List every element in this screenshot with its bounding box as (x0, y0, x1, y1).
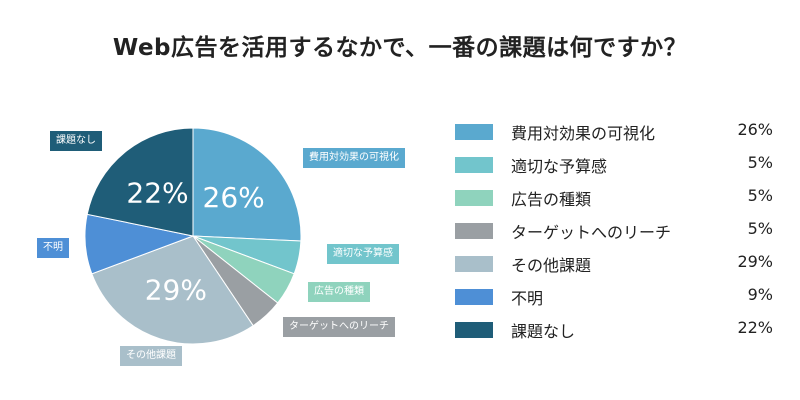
slice-value-label: 29% (145, 273, 207, 306)
legend-label: ターゲットへのリーチ (511, 223, 672, 242)
legend-item: 広告の種類 5% (455, 184, 785, 217)
legend-item: 費用対効果の可視化 26% (455, 118, 785, 151)
legend: 費用対効果の可視化 26% 適切な予算感 5% 広告の種類 5% ターゲットへの… (455, 118, 785, 349)
legend-swatch (455, 322, 493, 338)
legend-swatch (455, 256, 493, 272)
legend-value: 9% (747, 285, 773, 304)
legend-item: 適切な予算感 5% (455, 151, 785, 184)
legend-item: 不明 9% (455, 283, 785, 316)
callout-label: ターゲットへのリーチ (283, 317, 395, 337)
legend-swatch (455, 289, 493, 305)
pie-slice (91, 235, 254, 345)
callout-label: 不明 (37, 238, 69, 258)
callout-label: 適切な予算感 (327, 244, 399, 264)
legend-value: 26% (737, 120, 773, 139)
legend-value: 29% (737, 252, 773, 271)
legend-swatch (455, 190, 493, 206)
legend-value: 5% (747, 153, 773, 172)
legend-label: その他課題 (511, 256, 592, 275)
legend-value: 5% (747, 219, 773, 238)
legend-value: 22% (737, 318, 773, 337)
legend-label: 不明 (511, 289, 544, 308)
legend-value: 5% (747, 186, 773, 205)
pie-slice (86, 127, 194, 237)
legend-swatch (455, 124, 493, 140)
callout-label: その他課題 (120, 346, 182, 366)
legend-swatch (455, 223, 493, 239)
legend-item: 課題なし 22% (455, 316, 785, 349)
callout-label: 課題なし (50, 131, 102, 151)
legend-label: 広告の種類 (511, 190, 592, 209)
chart-title: Web広告を活用するなかで、一番の課題は何ですか？ (112, 35, 688, 61)
slice-value-label: 26% (203, 181, 265, 214)
callout-label: 広告の種類 (308, 282, 370, 302)
legend-item: ターゲットへのリーチ 5% (455, 217, 785, 250)
legend-label: 適切な予算感 (511, 157, 608, 176)
pie-slice (192, 127, 302, 242)
legend-swatch (455, 157, 493, 173)
slice-value-label: 22% (126, 176, 188, 209)
callout-label: 費用対効果の可視化 (303, 148, 405, 168)
legend-label: 課題なし (511, 322, 576, 341)
legend-item: その他課題 29% (455, 250, 785, 283)
legend-label: 費用対効果の可視化 (511, 124, 656, 143)
